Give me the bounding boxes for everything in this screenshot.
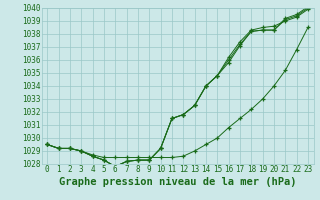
X-axis label: Graphe pression niveau de la mer (hPa): Graphe pression niveau de la mer (hPa) [59, 177, 296, 187]
